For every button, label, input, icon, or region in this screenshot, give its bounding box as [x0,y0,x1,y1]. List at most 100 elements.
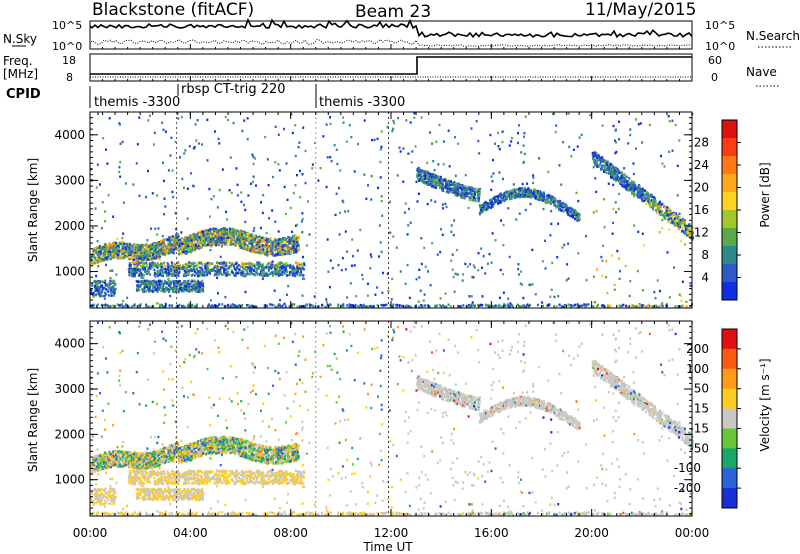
power-cell [145,285,148,288]
power-cell [267,269,270,273]
power-cell [245,265,248,269]
power-cell [120,303,123,307]
power-cell [132,252,135,255]
power-cell [270,243,273,246]
power-cell [281,266,284,270]
power-cell [151,281,154,284]
power-cell [497,195,500,198]
power-cell [155,241,158,245]
power-cell [297,235,300,239]
power-cell [149,286,152,289]
power-cell [131,270,134,273]
power-cell [194,233,197,236]
power-cell [220,262,223,266]
power-cell [96,253,99,257]
power-cell [231,243,234,246]
power-cell [173,287,176,290]
power-cell [447,190,450,193]
power-cell [208,238,211,241]
power-cell [295,248,298,252]
power-cell [492,305,495,308]
power-cell [143,282,146,286]
power-cell [151,261,154,265]
power-cell [427,172,430,175]
freq-unit: [MHz] [3,67,38,81]
power-cell [292,266,295,270]
power-cell [264,237,267,240]
power-cell [201,230,204,234]
power-cell [236,236,239,239]
power-cell [292,240,295,243]
power-cell [416,175,419,178]
power-cell [240,273,243,277]
power-cell [201,286,204,289]
power-cell [190,274,193,277]
power-cell [204,266,207,269]
power-cell [282,249,285,252]
power-cell [91,254,94,258]
power-cell [141,281,144,285]
power-cell [114,283,117,286]
power-cell [244,273,247,276]
power-cell [168,239,171,242]
power-cell [253,234,256,238]
power-cell [622,303,625,307]
power-cell [108,250,111,254]
power-cell [227,233,230,236]
power-cell [103,247,106,251]
power-cell [112,242,115,245]
power-cell [149,273,152,276]
power-cell [471,188,474,191]
power-cell [251,235,254,238]
power-cell [157,256,160,259]
power-cell [279,253,282,256]
power-cell [284,268,287,271]
power-cell [105,247,108,251]
power-cell [212,229,215,232]
power-cell [130,257,133,260]
power-cell [136,244,139,248]
power-cell [543,195,546,199]
power-cell [430,179,433,182]
power-cell [181,242,184,245]
power-cell [235,240,238,244]
power-cell [245,269,248,272]
power-cell [260,268,263,272]
power-cell [260,239,263,242]
power-cell [187,248,190,252]
power-cell [480,204,483,207]
power-cell [234,233,237,236]
power-cell [193,279,196,282]
power-cell [197,245,200,249]
power-cell [99,252,102,255]
power-cell [223,267,226,271]
power-cell [257,241,260,244]
power-cell [242,271,245,274]
power-cell [199,289,202,292]
power-cell [285,251,288,255]
power-cell [216,234,219,238]
power-cell [289,263,292,267]
power-cell [265,251,268,254]
power-cell [172,247,175,250]
power-cell [202,234,205,237]
date-title: 11/May/2015 [585,0,697,20]
power-cell [183,270,186,273]
power-cell [280,238,283,242]
power-cell [140,254,143,258]
power-cell [187,273,190,276]
power-cell [210,244,213,248]
power-cell [182,250,185,254]
power-cell [185,267,188,271]
power-cell [366,305,369,308]
power-cell [279,268,282,271]
power-cell [250,239,253,242]
power-cell [459,195,462,198]
power-cell [273,242,276,246]
power-cell [252,235,255,239]
cpid-segment-1: rbsp CT-trig 220 [181,82,286,97]
power-cell [190,279,193,282]
power-cell [518,193,521,196]
power-cell [221,237,224,240]
power-cell [123,251,126,254]
